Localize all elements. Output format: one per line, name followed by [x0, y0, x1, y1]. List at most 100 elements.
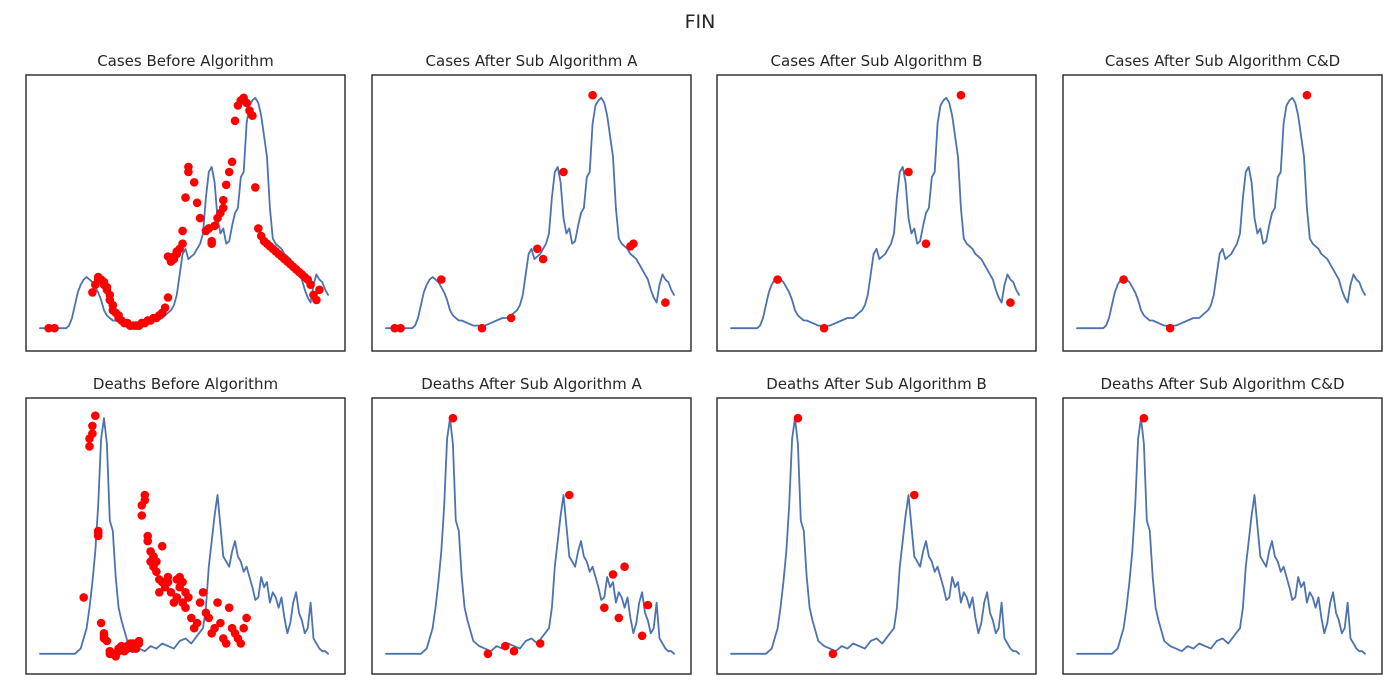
highlight-point [559, 167, 568, 177]
subplot-grid: Cases Before Algorithm Cases After Sub Al… [25, 52, 1383, 675]
subplot-8: Deaths After Sub Algorithm C&D [1062, 375, 1383, 675]
highlight-point [213, 598, 222, 607]
highlight-point [160, 303, 170, 313]
highlight-point [91, 411, 100, 421]
highlight-point [608, 570, 618, 579]
highlight-point [509, 646, 519, 656]
highlight-point [134, 636, 144, 646]
highlight-point [533, 244, 542, 254]
highlight-point [102, 636, 112, 646]
subplot-title: Deaths After Sub Algorithm C&D [1101, 375, 1345, 393]
highlight-point [88, 288, 97, 297]
highlight-point [143, 536, 152, 546]
highlight-point [181, 193, 190, 202]
highlight-point [629, 239, 638, 248]
highlight-point [242, 98, 251, 108]
highlight-point [565, 490, 574, 500]
highlight-point [588, 90, 597, 100]
highlight-point [195, 213, 205, 223]
highlight-point [198, 588, 208, 597]
highlight-point [312, 295, 321, 305]
highlight-point [501, 641, 510, 651]
highlight-point [535, 639, 545, 648]
highlight-point [178, 239, 187, 248]
figure-title: FIN [685, 11, 716, 33]
highlight-point [137, 511, 147, 520]
subplot-6: Deaths After Sub Algorithm A [371, 375, 692, 675]
highlight-point [506, 313, 516, 323]
highlight-point [85, 442, 94, 451]
highlight-point [236, 639, 246, 648]
highlight-point [189, 178, 199, 187]
highlight-point [828, 649, 838, 659]
highlight-point [178, 226, 187, 236]
highlight-point [216, 618, 225, 628]
highlight-point [396, 323, 405, 333]
highlight-point [79, 593, 88, 602]
axes-frame [25, 397, 346, 675]
highlight-point [1119, 275, 1128, 284]
highlight-point [643, 600, 653, 610]
highlight-point [221, 639, 231, 648]
highlight-point [187, 613, 196, 623]
subplot-7: Deaths After Sub Algorithm B [716, 375, 1037, 675]
subplot-title: Cases After Sub Algorithm C&D [1105, 52, 1340, 70]
highlight-point [224, 603, 234, 612]
highlight-point [166, 588, 176, 597]
highlight-point [1302, 90, 1312, 100]
highlight-point [230, 116, 240, 126]
axes-frame [1062, 397, 1383, 675]
series-line-1 [39, 417, 329, 655]
highlight-point [163, 293, 173, 302]
highlight-point [152, 567, 161, 577]
highlight-point [210, 623, 219, 633]
highlight-point [93, 529, 103, 538]
series-line-1 [730, 96, 1020, 330]
highlight-point [140, 490, 150, 500]
axes-frame [25, 74, 346, 352]
axes-frame [716, 397, 1037, 675]
highlight-point [1006, 298, 1015, 307]
highlight-point [219, 195, 228, 205]
subplot-1: Cases Before Algorithm [25, 52, 346, 352]
highlight-point [178, 577, 187, 587]
highlight-point [88, 429, 97, 438]
axes-frame [1062, 74, 1383, 352]
series-line-1 [1076, 96, 1366, 330]
subplot-4: Cases After Sub Algorithm C&D [1062, 52, 1383, 352]
highlight-point [390, 323, 400, 333]
subplot-title: Cases Before Algorithm [97, 52, 274, 70]
highlight-point [192, 198, 202, 208]
highlight-point [192, 618, 202, 628]
highlight-point [224, 167, 234, 177]
highlight-point [248, 111, 257, 120]
subplot-title: Cases After Sub Algorithm B [771, 52, 983, 70]
highlight-point [637, 631, 647, 641]
highlight-point [157, 541, 167, 551]
highlight-point [1165, 323, 1175, 333]
highlight-point [448, 413, 458, 423]
highlight-point [50, 323, 59, 333]
highlight-point [921, 239, 931, 248]
highlight-point [437, 275, 446, 284]
series-line-1 [385, 417, 675, 655]
series-line-1 [730, 417, 1020, 655]
highlight-point [251, 183, 260, 192]
highlight-point [773, 275, 782, 284]
highlight-point [219, 203, 228, 213]
highlight-point [477, 323, 487, 333]
highlight-point [1139, 413, 1149, 423]
subplot-title: Deaths Before Algorithm [93, 375, 278, 393]
highlight-point [239, 623, 248, 633]
highlight-point [210, 221, 219, 231]
highlight-point [184, 162, 193, 172]
highlight-point [538, 254, 548, 264]
subplot-title: Cases After Sub Algorithm A [426, 52, 639, 70]
highlight-point [910, 490, 919, 500]
subplot-title: Deaths After Sub Algorithm B [766, 375, 987, 393]
highlight-point [152, 557, 161, 566]
series-line-1 [385, 96, 675, 330]
subplot-2: Cases After Sub Algorithm A [371, 52, 692, 352]
highlight-point [88, 421, 97, 431]
highlight-point [253, 224, 263, 233]
